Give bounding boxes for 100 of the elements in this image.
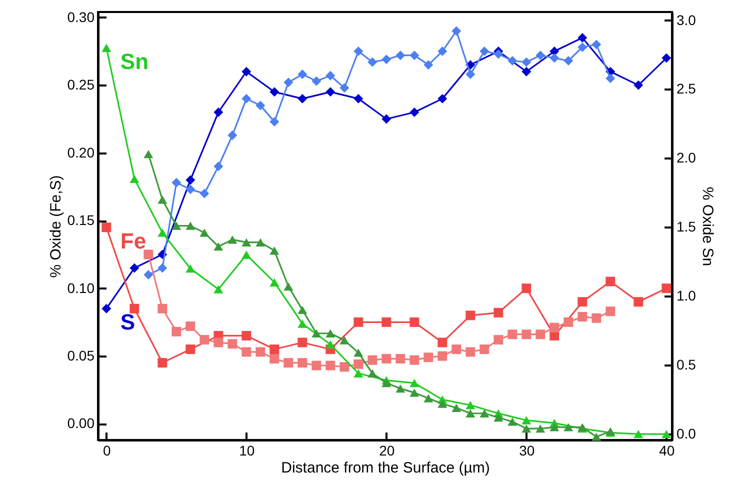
series-label: S: [120, 310, 136, 335]
point: [452, 26, 462, 36]
point: [564, 317, 574, 327]
point: [368, 57, 378, 67]
point: [396, 354, 406, 364]
point: [536, 424, 546, 433]
point: [186, 344, 196, 354]
y2-tick-label: 1.0: [676, 288, 696, 304]
y-tick-label: 0.30: [67, 8, 95, 25]
point: [494, 49, 504, 59]
point: [550, 46, 560, 56]
x-tick-label: 40: [659, 442, 675, 458]
point: [186, 321, 196, 331]
point: [270, 354, 280, 364]
point: [466, 310, 476, 320]
point: [578, 312, 588, 322]
point: [200, 228, 210, 237]
point: [662, 53, 672, 63]
point: [326, 87, 336, 97]
point: [242, 330, 252, 340]
point: [158, 195, 168, 204]
point: [200, 188, 210, 198]
point: [354, 46, 364, 56]
point: [522, 424, 532, 433]
point: [326, 329, 336, 338]
point: [592, 313, 602, 323]
point: [438, 351, 448, 361]
point: [382, 317, 392, 327]
point: [522, 66, 532, 76]
point: [144, 150, 154, 158]
point: [480, 344, 490, 354]
point: [130, 174, 140, 184]
point: [186, 222, 196, 230]
point: [466, 347, 476, 357]
point: [270, 278, 280, 286]
point: [424, 352, 434, 362]
point: [354, 94, 364, 104]
point: [662, 430, 672, 438]
point: [368, 355, 378, 365]
point: [578, 297, 588, 307]
point: [256, 347, 266, 357]
point: [592, 40, 602, 50]
point: [242, 347, 252, 357]
point: [326, 340, 336, 349]
point: [340, 362, 350, 372]
point: [214, 242, 224, 251]
point: [340, 83, 350, 93]
point: [424, 394, 434, 402]
point: [494, 308, 504, 318]
point: [438, 94, 448, 104]
point: [326, 70, 336, 80]
point: [368, 369, 378, 378]
point: [242, 250, 252, 259]
point: [382, 114, 392, 124]
series-label: Fe: [120, 228, 146, 254]
point: [410, 388, 420, 397]
point: [508, 418, 518, 426]
point: [284, 282, 294, 291]
point: [298, 306, 308, 314]
point: [578, 42, 588, 52]
point: [354, 317, 364, 327]
point: [270, 87, 280, 97]
point: [536, 330, 546, 340]
point: [410, 50, 420, 60]
point: [550, 53, 560, 63]
point: [438, 400, 448, 408]
point: [536, 50, 546, 60]
point: [172, 326, 182, 336]
point: [312, 329, 322, 338]
point: [298, 70, 308, 80]
y2-axis-title: % Oxide Sn: [698, 186, 716, 266]
point: [452, 344, 462, 354]
point: [284, 78, 294, 88]
point: [242, 238, 252, 246]
point: [480, 46, 490, 56]
point: [606, 306, 616, 316]
y-tick-label: 0.05: [67, 348, 95, 364]
point: [242, 94, 252, 104]
point: [102, 222, 112, 232]
point: [298, 94, 308, 104]
point: [522, 416, 532, 424]
point: [256, 100, 266, 110]
point: [494, 413, 504, 422]
x-tick-label: 10: [239, 442, 255, 458]
point: [200, 335, 210, 345]
point: [662, 284, 672, 294]
y-tick-label: 0.10: [67, 280, 95, 296]
point: [186, 175, 196, 185]
point: [592, 432, 602, 441]
point: [564, 423, 574, 432]
point: [466, 70, 476, 80]
point: [312, 360, 322, 370]
point: [508, 330, 518, 340]
y2-tick-label: 0.5: [676, 356, 696, 373]
point: [158, 304, 168, 314]
point: [606, 74, 616, 84]
point: [410, 107, 420, 117]
point: [466, 409, 476, 418]
y-tick-label: 0.20: [67, 144, 95, 160]
point: [564, 56, 574, 66]
